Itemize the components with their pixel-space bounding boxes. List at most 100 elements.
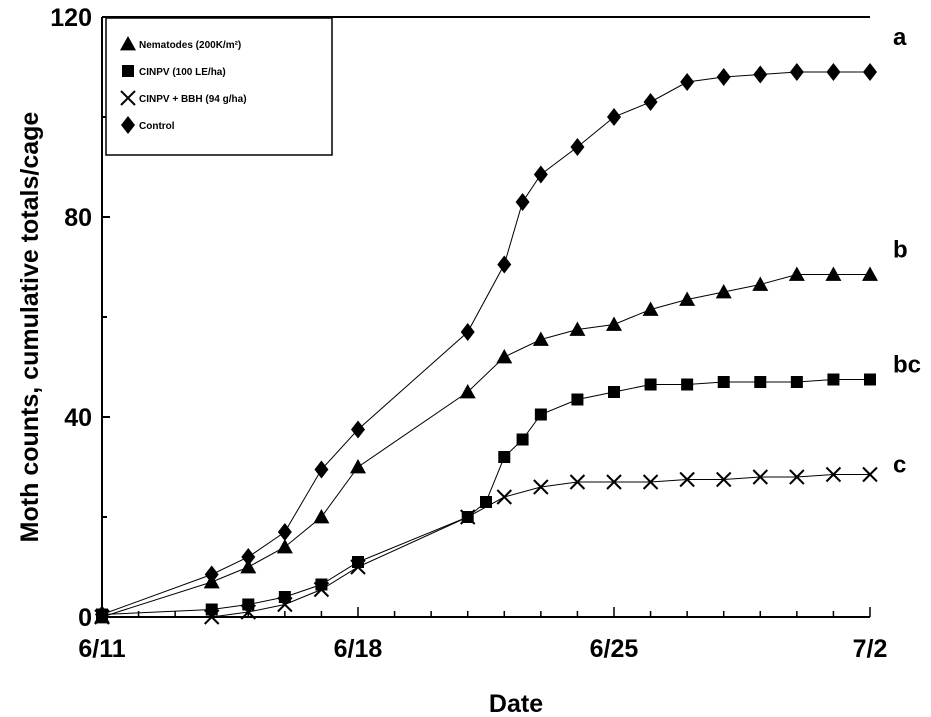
data-point (205, 603, 218, 616)
x-marker-stroke (496, 489, 512, 505)
data-point (480, 496, 492, 508)
series-layer (94, 63, 878, 625)
data-point (642, 474, 659, 490)
x-marker-stroke (533, 479, 549, 495)
legend-marker (120, 90, 136, 106)
data-point (532, 331, 549, 346)
series-line (101, 379, 870, 615)
data-point (277, 523, 292, 541)
group-label: bc (893, 352, 921, 379)
data-point (680, 73, 695, 91)
x-marker-stroke (120, 90, 136, 106)
data-point (752, 276, 769, 291)
group-label: b (893, 237, 908, 264)
x-marker-stroke (752, 469, 768, 485)
y-tick-label: 80 (64, 204, 92, 232)
x-tick-label: 7/2 (853, 635, 888, 663)
data-point (827, 373, 840, 386)
x-marker-stroke (313, 581, 330, 598)
data-point (314, 460, 329, 479)
x-tick-label: 6/25 (590, 635, 639, 663)
y-axis-title: Moth counts, cumulative totals/cage (16, 112, 44, 543)
data-point (351, 420, 365, 439)
data-point (204, 609, 220, 625)
data-point (864, 373, 876, 386)
data-point (95, 605, 109, 624)
x-tick-label: 6/11 (78, 635, 125, 663)
data-point (460, 509, 476, 525)
legend-box (105, 17, 333, 156)
data-point (717, 376, 730, 388)
data-point (571, 393, 584, 406)
data-point (496, 489, 512, 505)
data-point (240, 604, 256, 620)
data-point (533, 479, 549, 495)
legend-marker (121, 116, 135, 134)
legend-marker (120, 36, 136, 51)
data-point (533, 165, 548, 184)
data-point (350, 559, 366, 575)
x-marker-stroke (789, 469, 805, 485)
x-marker-stroke (606, 474, 622, 490)
x-marker-stroke (862, 466, 878, 483)
y-tick-label: 0 (78, 604, 92, 632)
group-label: a (893, 24, 907, 51)
data-point (240, 559, 257, 574)
x-tick-label: 6/18 (334, 635, 383, 663)
data-point (569, 474, 586, 490)
legend-marker (122, 65, 134, 77)
x-marker-stroke (240, 604, 256, 620)
x-marker-stroke (277, 596, 293, 613)
chart-legend: Nematodes (200K/m²) CINPV (100 LE/ha) CINP… (105, 17, 333, 156)
data-point (752, 469, 768, 485)
legend-entry: Control (139, 121, 175, 132)
data-point (242, 598, 255, 611)
series-line (101, 274, 870, 618)
data-point (789, 469, 805, 485)
x-marker-stroke (716, 471, 732, 488)
data-point (241, 548, 256, 566)
y-tick-label: 40 (64, 404, 92, 432)
x-marker-stroke (679, 471, 695, 488)
data-point (516, 433, 529, 446)
data-point (789, 63, 804, 81)
data-point (790, 376, 803, 388)
data-point (825, 466, 842, 483)
x-marker-stroke (204, 609, 220, 625)
group-label: c (893, 452, 906, 479)
data-point (497, 255, 512, 274)
series-line (102, 474, 870, 618)
data-point (716, 471, 732, 488)
x-marker-stroke (569, 474, 586, 490)
data-point (753, 65, 768, 84)
data-point (278, 591, 291, 603)
data-point (825, 266, 842, 281)
data-point (606, 316, 622, 331)
series-triangle (94, 266, 878, 624)
data-point (863, 63, 877, 81)
data-point (679, 471, 695, 488)
chart-axes: 0 40 80 120 6/11 6/18 6/25 7/2 Date Moth counts, … (16, 4, 887, 717)
data-point (716, 68, 731, 86)
data-point (498, 451, 511, 463)
series-x (94, 466, 878, 625)
data-point (642, 301, 659, 316)
x-marker-stroke (460, 509, 476, 525)
x-marker-stroke (825, 466, 842, 483)
data-point (276, 539, 293, 554)
x-marker-stroke (350, 559, 366, 575)
data-point (459, 384, 476, 399)
y-tick-label: 120 (50, 4, 92, 32)
data-point (607, 108, 621, 126)
data-point (826, 63, 841, 81)
data-point (862, 466, 878, 483)
data-point (313, 509, 330, 524)
data-point (862, 266, 878, 281)
legend-entry: Nematodes (200K/m²) (139, 40, 241, 51)
data-point (496, 349, 513, 364)
x-axis-title: Date (489, 690, 543, 717)
x-marker-stroke (642, 474, 659, 490)
data-point (460, 323, 475, 341)
data-point (608, 386, 620, 398)
